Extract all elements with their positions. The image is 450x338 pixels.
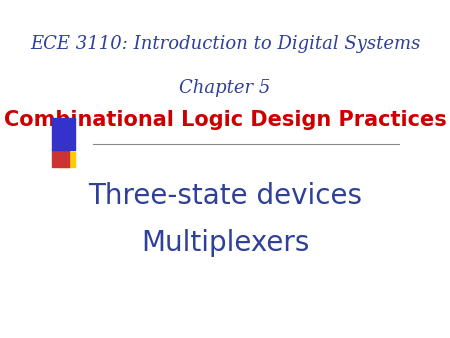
Text: ECE 3110: Introduction to Digital Systems: ECE 3110: Introduction to Digital System… bbox=[30, 35, 420, 53]
Text: Combinational Logic Design Practices: Combinational Logic Design Practices bbox=[4, 110, 446, 130]
Text: Chapter 5: Chapter 5 bbox=[179, 79, 271, 97]
Text: Three-state devices: Three-state devices bbox=[88, 182, 362, 210]
Bar bbox=[52, 149, 69, 167]
Bar bbox=[52, 118, 75, 150]
Bar bbox=[61, 152, 75, 167]
Text: Multiplexers: Multiplexers bbox=[141, 230, 309, 257]
